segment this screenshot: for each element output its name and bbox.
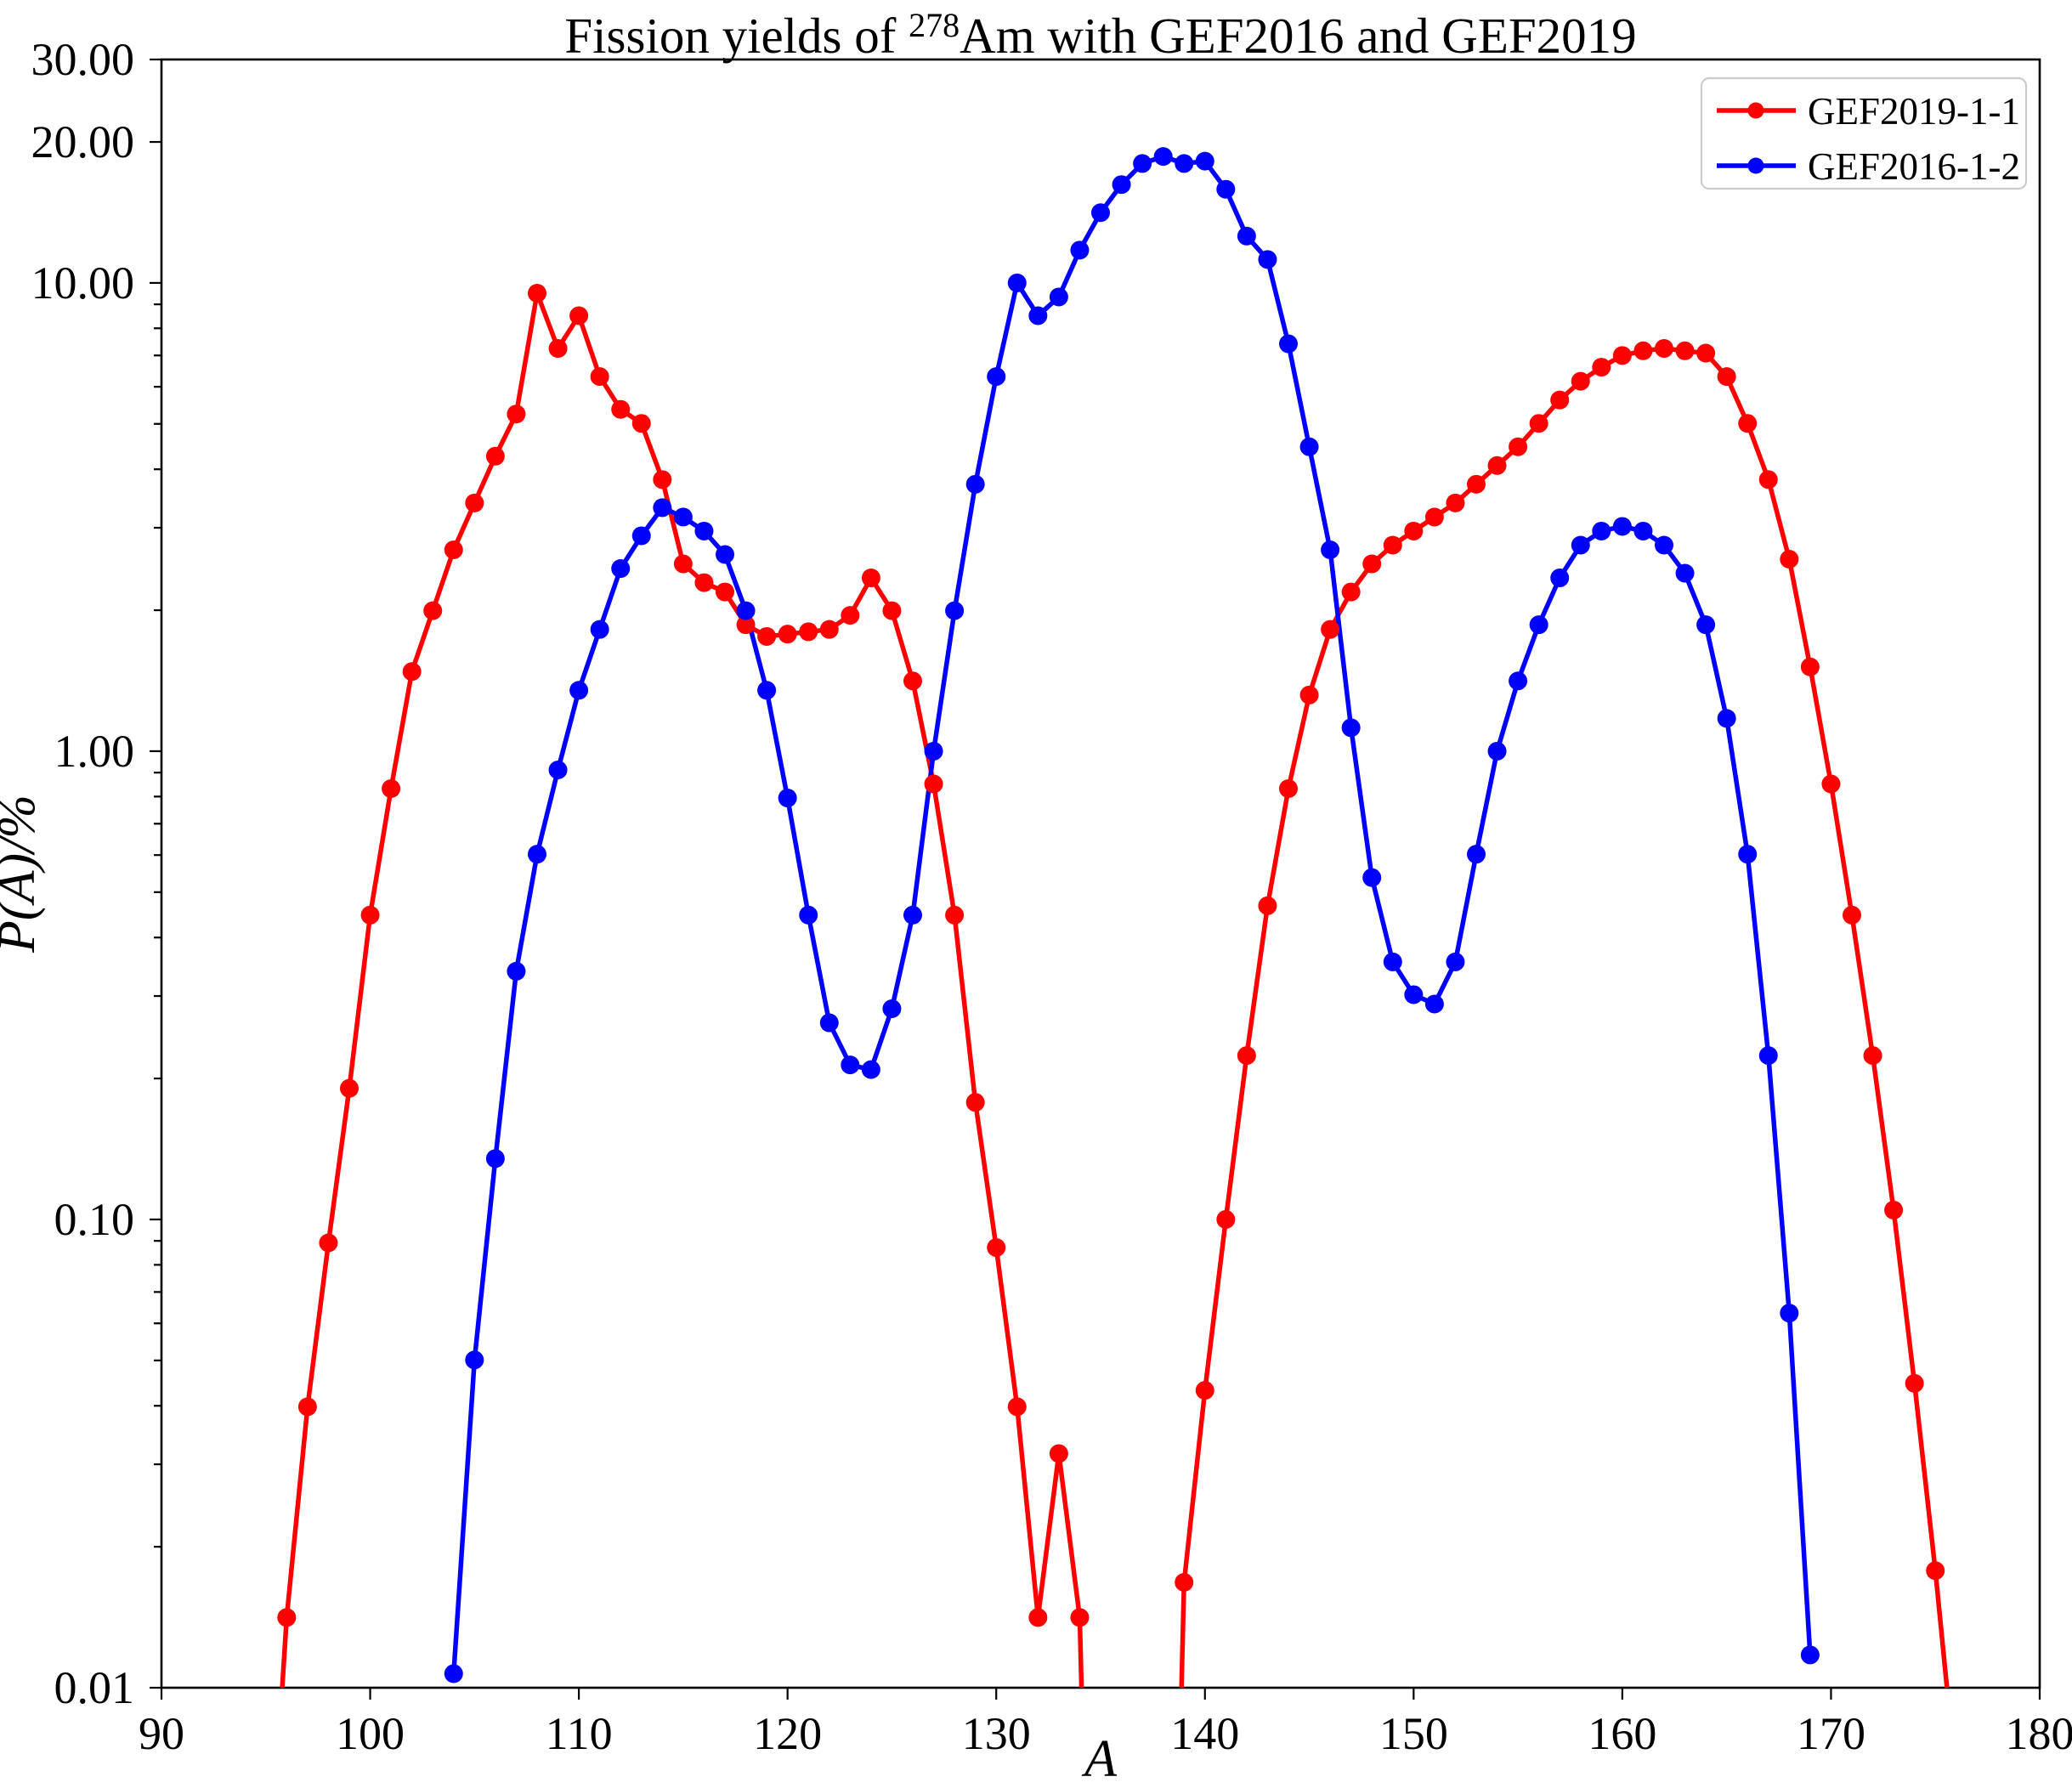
svg-text:100: 100 bbox=[336, 1708, 405, 1759]
svg-text:30.00: 30.00 bbox=[31, 34, 135, 85]
svg-text:20.00: 20.00 bbox=[31, 116, 135, 167]
svg-text:90: 90 bbox=[139, 1708, 184, 1759]
svg-text:180: 180 bbox=[2006, 1708, 2072, 1759]
svg-text:0.10: 0.10 bbox=[54, 1194, 135, 1245]
svg-text:P(A)/%: P(A)/% bbox=[0, 795, 46, 953]
svg-text:A: A bbox=[1081, 1730, 1118, 1788]
svg-text:Fission yields of 278Am with G: Fission yields of 278Am with GEF2016 and… bbox=[564, 6, 1636, 64]
svg-text:160: 160 bbox=[1588, 1708, 1656, 1759]
svg-text:GEF2019-1-1: GEF2019-1-1 bbox=[1808, 90, 2020, 133]
svg-text:110: 110 bbox=[546, 1708, 613, 1759]
svg-text:0.01: 0.01 bbox=[54, 1662, 135, 1713]
svg-text:1.00: 1.00 bbox=[54, 726, 135, 777]
svg-text:120: 120 bbox=[753, 1708, 822, 1759]
svg-text:170: 170 bbox=[1797, 1708, 1865, 1759]
svg-text:150: 150 bbox=[1379, 1708, 1448, 1759]
svg-text:130: 130 bbox=[962, 1708, 1031, 1759]
svg-text:GEF2016-1-2: GEF2016-1-2 bbox=[1808, 145, 2020, 188]
svg-text:140: 140 bbox=[1170, 1708, 1239, 1759]
svg-text:10.00: 10.00 bbox=[31, 257, 135, 308]
